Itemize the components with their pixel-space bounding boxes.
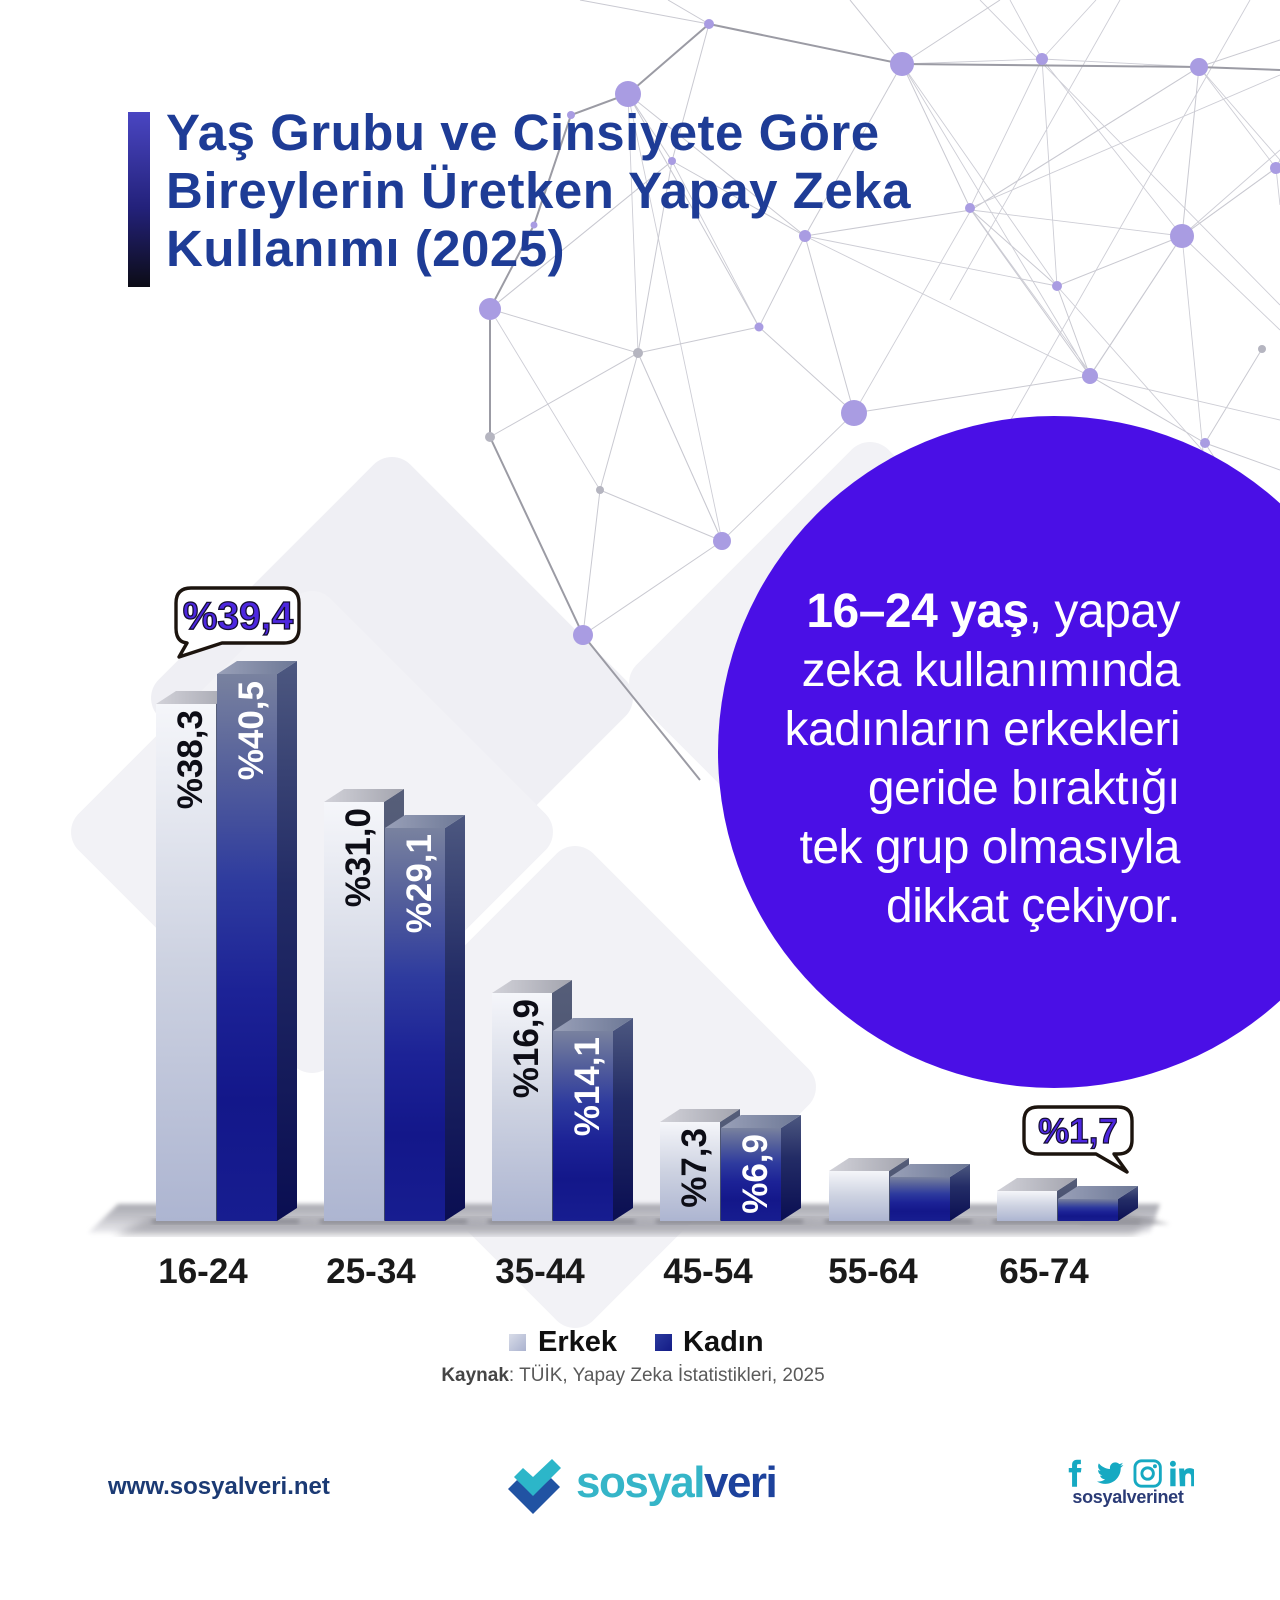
svg-text:%1,7: %1,7	[1038, 1112, 1118, 1151]
svg-text:%39,4: %39,4	[183, 595, 294, 638]
